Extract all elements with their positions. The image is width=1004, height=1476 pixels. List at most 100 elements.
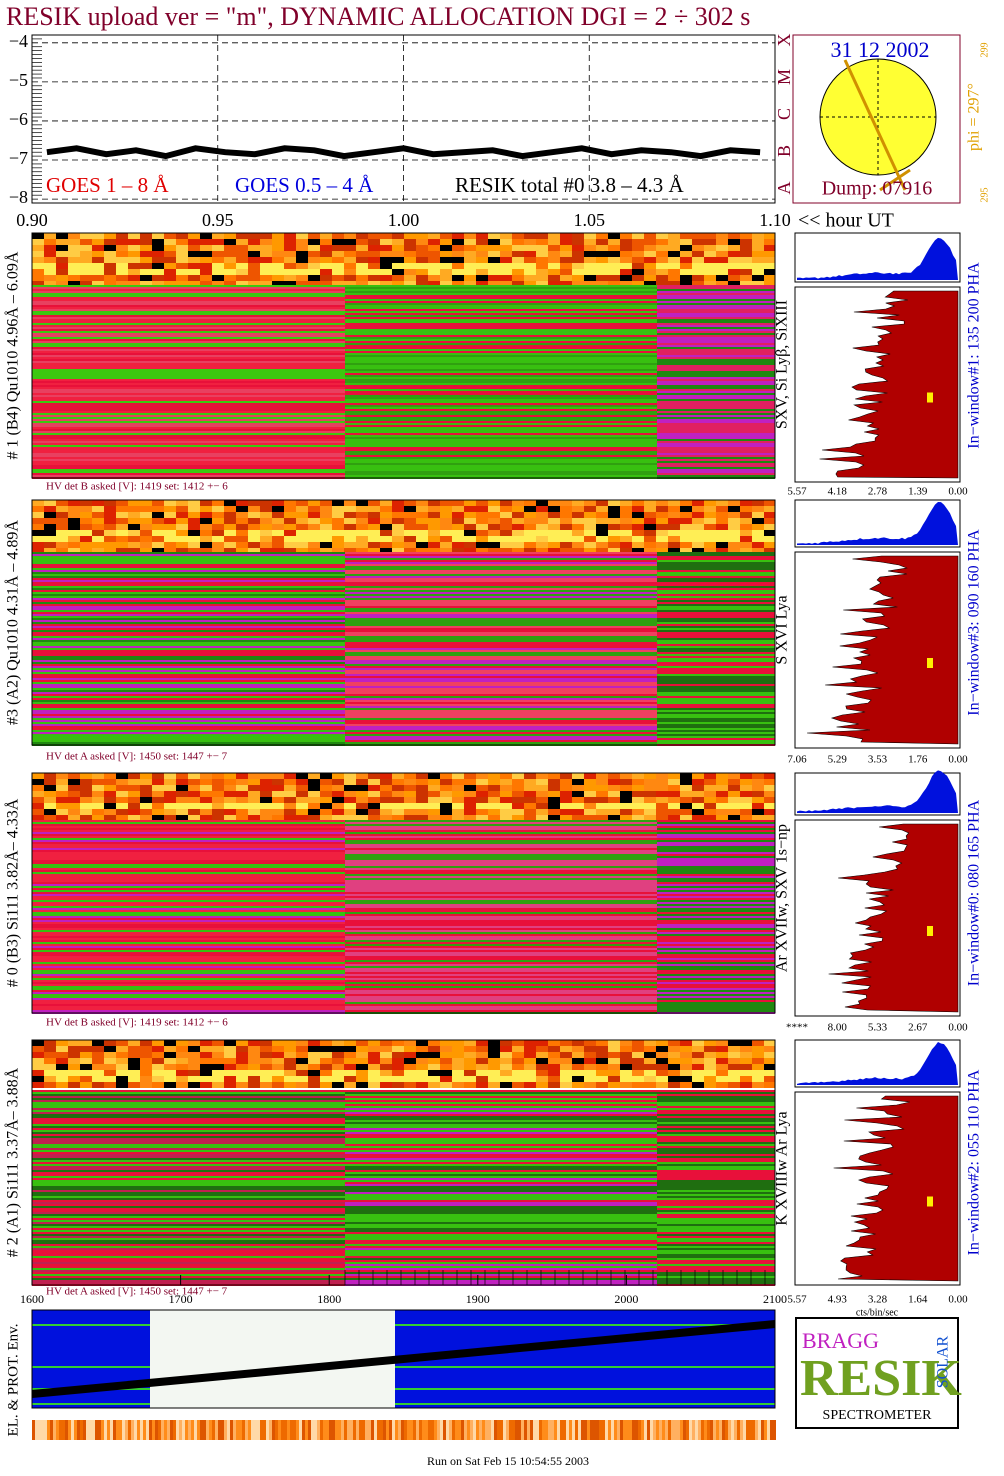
spectrogram-stripe: [657, 698, 775, 700]
heat-cell: [692, 1046, 704, 1052]
spectrogram-stripe: [32, 363, 345, 365]
spectrogram-stripe: [345, 443, 657, 445]
heat-cell: [32, 1070, 44, 1076]
spectrogram-stripe: [657, 1266, 775, 1268]
spectrogram-stripe: [657, 946, 775, 948]
heat-cell: [620, 785, 632, 791]
count-strip: [473, 1420, 476, 1440]
spectrogram-stripe: [657, 708, 775, 710]
hist-tick-label: 2.67: [908, 1022, 928, 1034]
spectrogram-stripe: [657, 1250, 775, 1252]
spectrogram-stripe: [657, 710, 775, 712]
heat-cell: [368, 536, 380, 542]
heat-cell: [644, 275, 656, 281]
y-tick-label: −5: [9, 70, 28, 90]
spectrogram-stripe: [32, 1148, 345, 1150]
heat-cell: [356, 536, 368, 542]
heat-cell: [344, 536, 356, 542]
count-strip: [563, 1420, 566, 1440]
heat-cell: [440, 1058, 452, 1064]
spectrogram-stripe: [345, 1186, 657, 1188]
heat-cell: [680, 1046, 692, 1052]
heat-cell: [344, 1046, 356, 1052]
heat-cell: [584, 785, 596, 791]
heat-cell: [608, 536, 620, 542]
heat-cell: [116, 1064, 128, 1070]
heat-cell: [392, 263, 404, 269]
heat-cell: [524, 281, 536, 287]
count-strip: [578, 1420, 581, 1440]
spectrogram-stripe: [657, 441, 775, 443]
heat-cell: [224, 512, 236, 518]
spectrogram-stripe: [32, 1262, 345, 1264]
count-strip: [482, 1420, 485, 1440]
heat-cell: [332, 233, 344, 239]
heat-cell: [80, 233, 92, 239]
heat-cell: [236, 542, 248, 548]
spectrogram-stripe: [657, 1174, 775, 1176]
heat-cell: [416, 797, 428, 803]
heat-cell: [116, 251, 128, 257]
count-strip: [308, 1420, 311, 1440]
heat-cell: [428, 512, 440, 518]
heat-cell: [404, 518, 416, 524]
spectrogram-stripe: [345, 948, 657, 950]
heat-cell: [512, 785, 524, 791]
heat-cell: [452, 1052, 464, 1058]
spectrogram-stripe: [32, 1094, 345, 1096]
heat-cell: [176, 275, 188, 281]
heat-cell: [212, 1052, 224, 1058]
spectrogram-stripe: [345, 856, 657, 858]
spectrogram-stripe: [657, 598, 775, 600]
heat-cell: [452, 542, 464, 548]
spectrogram-stripe: [32, 876, 345, 878]
heat-cell: [248, 1040, 260, 1046]
heat-cell: [476, 275, 488, 281]
heat-cell: [176, 785, 188, 791]
heat-cell: [512, 542, 524, 548]
count-strip: [356, 1420, 359, 1440]
spectrogram-stripe: [657, 291, 775, 293]
heat-cell: [644, 1070, 656, 1076]
heat-cell: [200, 548, 212, 554]
heat-cell: [32, 530, 44, 536]
heat-cell: [476, 506, 488, 512]
heat-cell: [80, 500, 92, 506]
heat-cell: [296, 530, 308, 536]
heat-cell: [296, 1082, 308, 1088]
count-strip: [524, 1420, 527, 1440]
spectrogram-stripe: [32, 926, 345, 928]
spectrogram-stripe: [32, 934, 345, 936]
heat-cell: [248, 233, 260, 239]
spectrogram-stripe: [657, 970, 775, 972]
spectrogram-stripe: [32, 365, 345, 367]
heat-cell: [644, 518, 656, 524]
heat-cell: [644, 1076, 656, 1082]
spectrogram-stripe: [657, 706, 775, 708]
heat-cell: [536, 791, 548, 797]
spectrogram-stripe: [657, 616, 775, 618]
spectrogram-stripe: [32, 916, 345, 918]
heat-cell: [536, 233, 548, 239]
count-strip: [572, 1420, 575, 1440]
spectrogram-stripe: [345, 950, 657, 952]
heat-cell: [368, 1076, 380, 1082]
spectrogram-stripe: [657, 858, 775, 860]
spectrogram-stripe: [657, 920, 775, 922]
spectrogram-stripe: [657, 1172, 775, 1174]
heat-cell: [536, 263, 548, 269]
heat-cell: [80, 530, 92, 536]
heat-cell: [392, 797, 404, 803]
heat-cell: [368, 506, 380, 512]
heat-cell: [560, 809, 572, 815]
heat-cell: [272, 245, 284, 251]
spectrogram-stripe: [345, 1276, 657, 1278]
heat-cell: [740, 239, 752, 245]
spectrogram-stripe: [657, 1180, 775, 1182]
heat-cell: [128, 536, 140, 542]
heat-cell: [560, 773, 572, 779]
count-strip: [170, 1420, 173, 1440]
heat-cell: [644, 1046, 656, 1052]
date: 31 12 2002: [831, 37, 930, 62]
spectrogram-stripe: [345, 1174, 657, 1176]
